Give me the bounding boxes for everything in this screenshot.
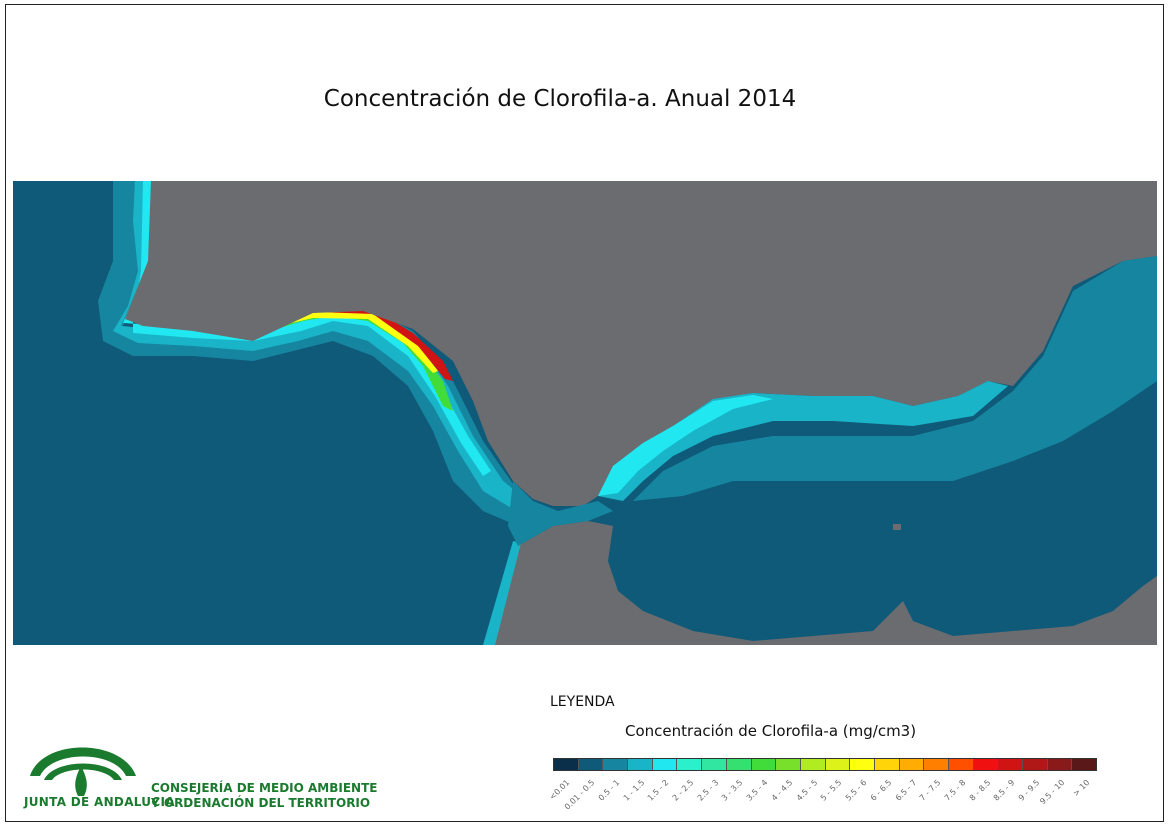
legend-swatch bbox=[800, 759, 826, 770]
legend-swatch bbox=[578, 759, 604, 770]
legend-class-label: 6 - 6.5 bbox=[868, 778, 894, 803]
legend-swatch bbox=[677, 759, 703, 770]
legend-class-label: 3 - 3.5 bbox=[720, 778, 745, 803]
color-scale bbox=[553, 758, 1097, 771]
legend-class-label: 9.5 - 10 bbox=[1038, 778, 1067, 807]
legend-swatch bbox=[628, 759, 653, 770]
junta-andalucia-logo bbox=[30, 747, 136, 796]
legend-class-label: 5.5 - 6 bbox=[843, 778, 869, 803]
map-frame bbox=[5, 4, 1164, 822]
legend-swatch bbox=[751, 759, 777, 770]
map-title: Concentración de Clorofila-a. Anual 2014 bbox=[323, 86, 797, 112]
legend-heading: LEYENDA bbox=[550, 694, 615, 710]
legend-class-label: 7.5 - 8 bbox=[942, 778, 968, 803]
strait-band bbox=[508, 481, 613, 546]
legend-swatch bbox=[998, 759, 1024, 770]
legend-swatch bbox=[1023, 759, 1048, 770]
african-land bbox=[483, 521, 1157, 645]
legend-class-label: 3.5 - 4 bbox=[744, 778, 770, 803]
legend-subtitle: Concentración de Clorofila-a (mg/cm3) bbox=[625, 722, 917, 740]
legend-swatch bbox=[1072, 759, 1097, 770]
morocco-atlantic-band bbox=[483, 541, 521, 645]
iberian-land bbox=[125, 181, 1157, 506]
legend-swatch bbox=[973, 759, 999, 770]
legend-swatch bbox=[652, 759, 678, 770]
atlantic-bright-band bbox=[123, 181, 491, 476]
logo-text: JUNTA DE ANDALUCIA bbox=[24, 795, 175, 809]
legend-class-label: 0.5 - 1 bbox=[596, 778, 622, 803]
legend-swatch bbox=[924, 759, 949, 770]
legend-swatch bbox=[825, 759, 851, 770]
legend-class-label: 4 - 4.5 bbox=[769, 778, 795, 803]
legend-swatch bbox=[899, 759, 925, 770]
legend-swatch bbox=[874, 759, 900, 770]
legend-swatch bbox=[1047, 759, 1073, 770]
atlantic-coastal-band bbox=[113, 181, 528, 509]
legend-class-label: 5 - 5.5 bbox=[819, 778, 844, 803]
legend-swatch bbox=[726, 759, 752, 770]
legend-class-label: 8 - 8.5 bbox=[967, 778, 993, 803]
legend-swatch bbox=[949, 759, 974, 770]
island bbox=[893, 524, 901, 530]
legend-class-label: 1 - 1.5 bbox=[621, 778, 646, 803]
legend-swatch bbox=[702, 759, 727, 770]
legend-swatch bbox=[776, 759, 801, 770]
legend-class-label: 2 - 2.5 bbox=[670, 778, 696, 803]
legend-class-label: > 10 bbox=[1070, 778, 1091, 799]
legend-swatch bbox=[603, 759, 629, 770]
med-mid-band bbox=[633, 256, 1157, 501]
chlorophyll-map bbox=[13, 181, 1157, 645]
legend-class-label: 8.5 - 9 bbox=[992, 778, 1017, 803]
med-bright-band bbox=[598, 395, 773, 496]
legend-class-label: 1.5 - 2 bbox=[646, 778, 671, 803]
legend-class-label: 4.5 - 5 bbox=[794, 778, 819, 803]
legend-swatch bbox=[850, 759, 875, 770]
legend-class-label: 2.5 - 3 bbox=[695, 778, 721, 803]
organization-line-1: CONSEJERÍA DE MEDIO AMBIENTE bbox=[151, 781, 378, 795]
legend-swatch bbox=[554, 759, 579, 770]
organization-line-2: Y ORDENACIÓN DEL TERRITORIO bbox=[151, 796, 371, 810]
legend-class-label: 7 - 7.5 bbox=[918, 778, 943, 803]
legend-class-label: 6.5 - 7 bbox=[893, 778, 918, 803]
